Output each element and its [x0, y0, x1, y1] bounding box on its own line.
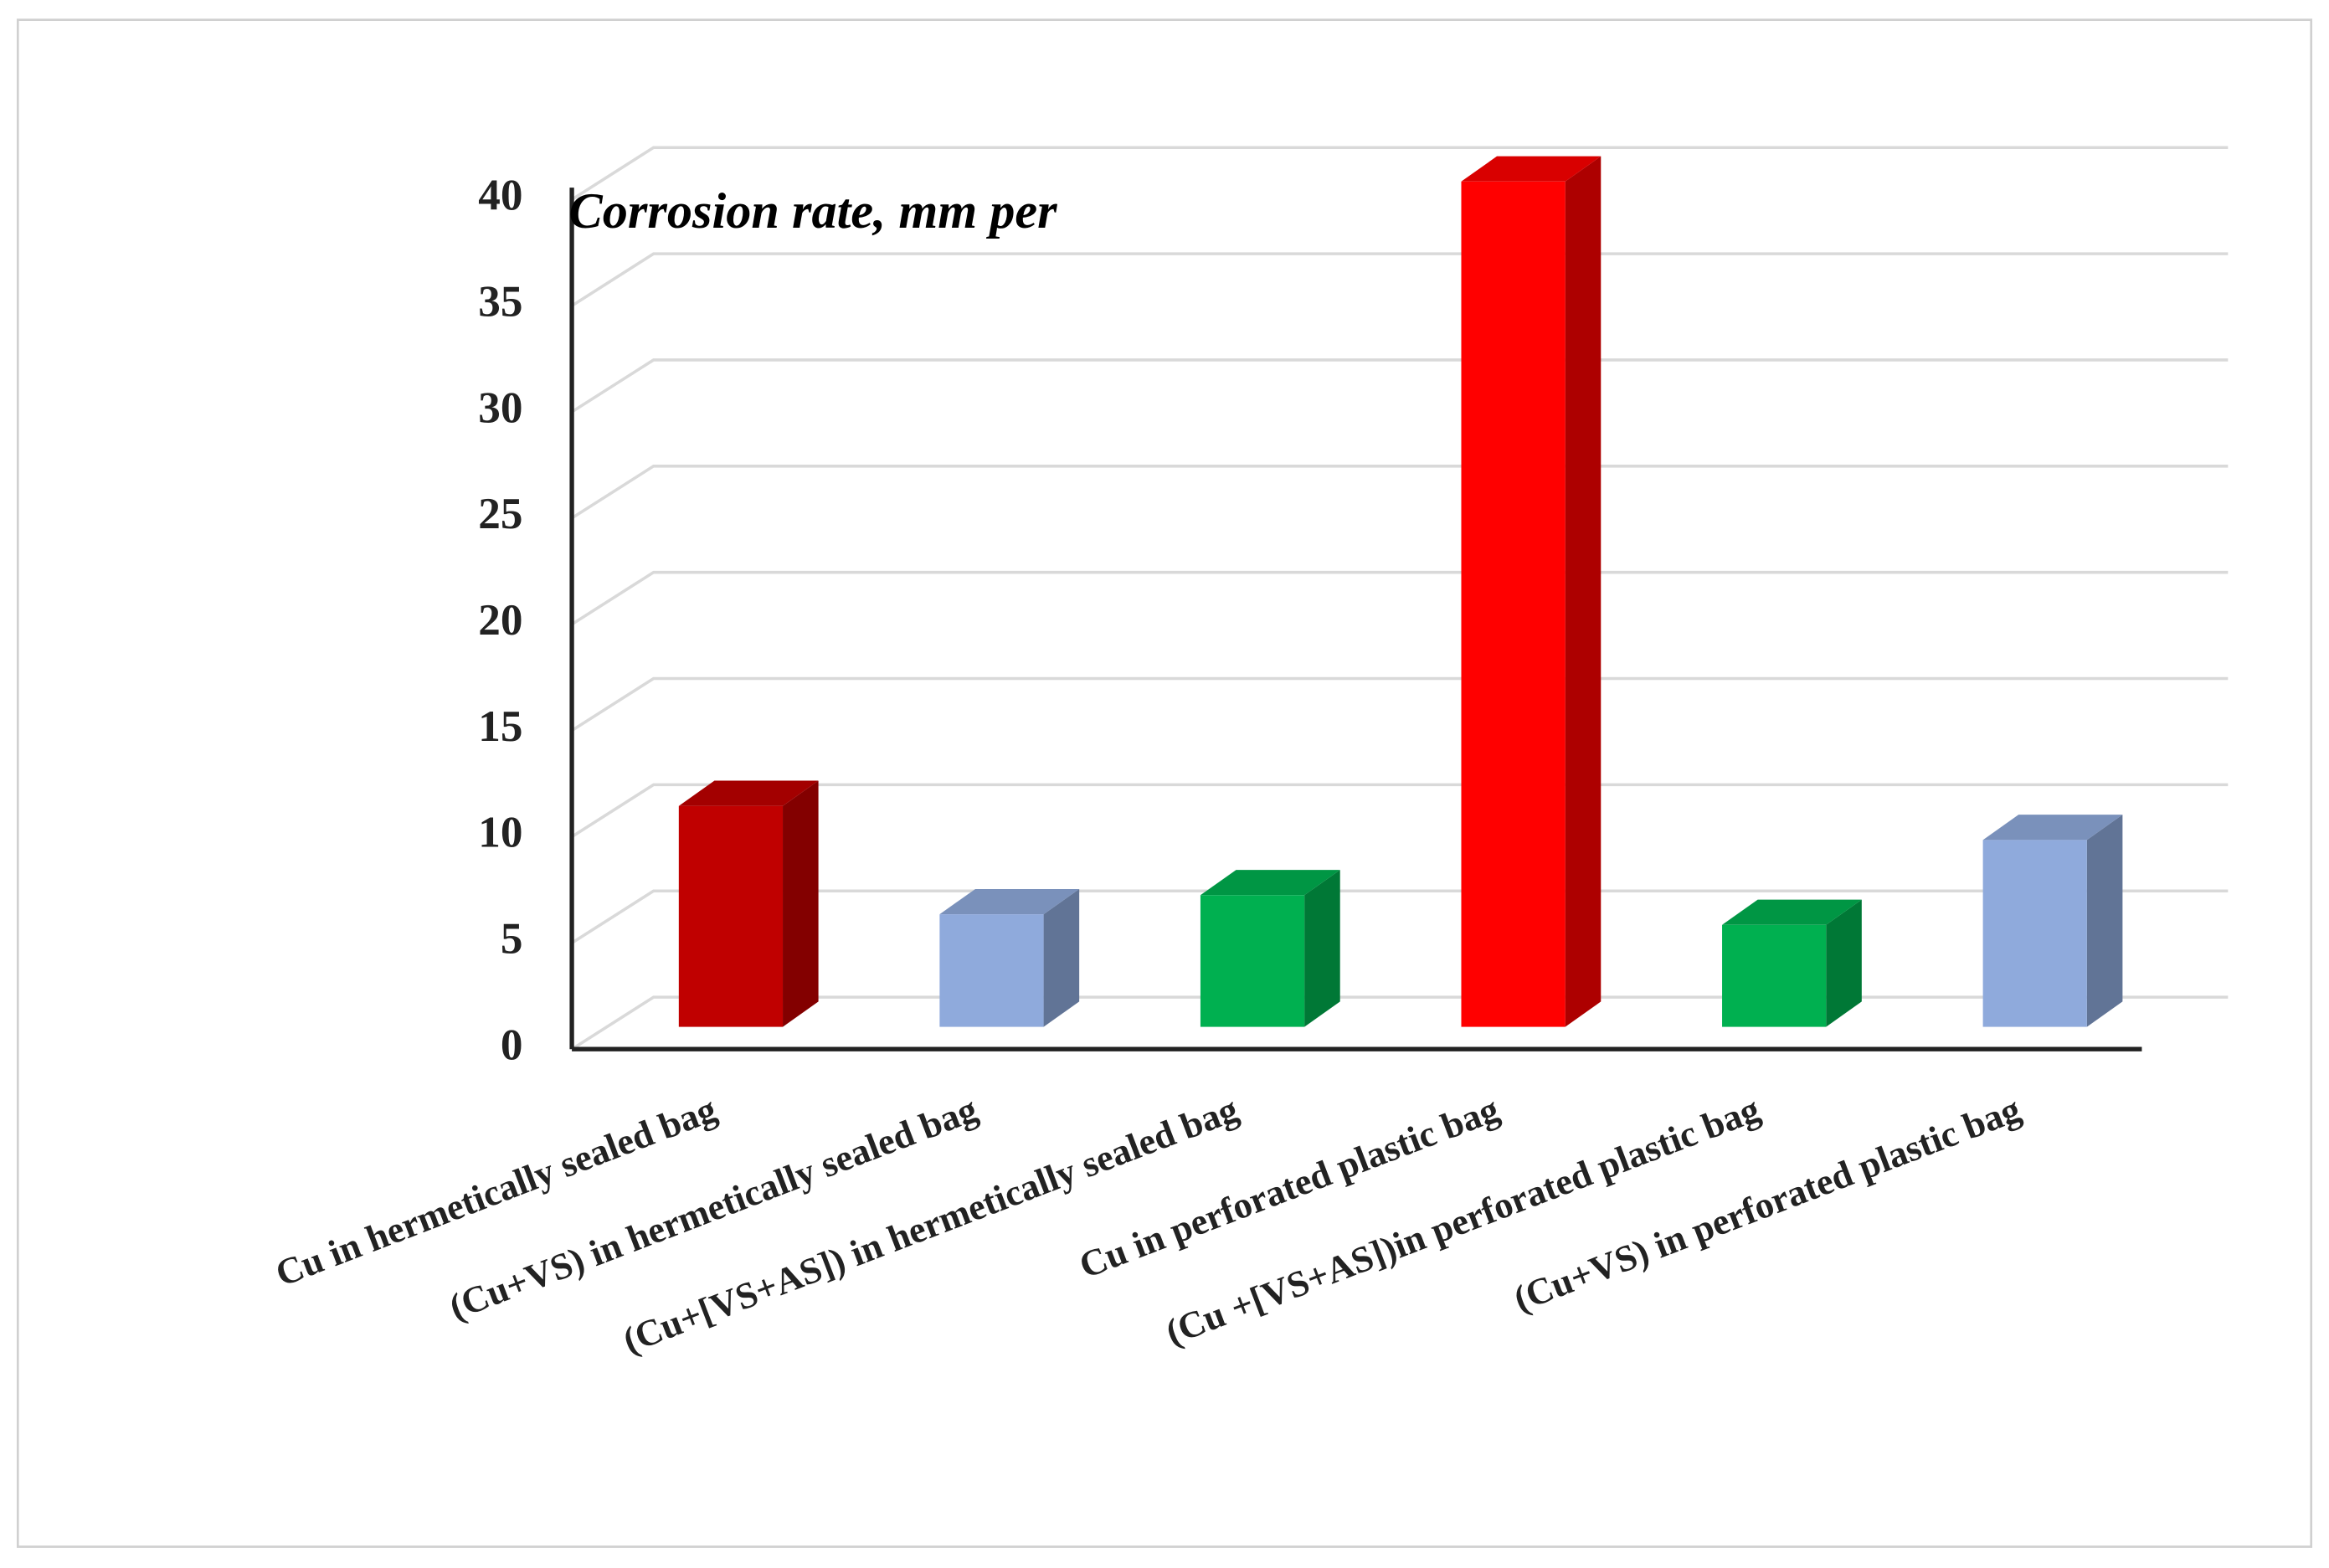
- grid-line: [571, 570, 2229, 626]
- y-tick-label: 30: [478, 383, 522, 432]
- y-tick-label: 15: [478, 702, 522, 751]
- bar-top: [1722, 899, 1862, 925]
- y-tick-label: 35: [478, 276, 522, 326]
- grid-line: [571, 252, 2229, 307]
- y-tick-label: 0: [501, 1020, 523, 1069]
- bar: [939, 888, 1080, 1027]
- bar-side: [783, 780, 819, 1027]
- bar-side: [1826, 899, 1862, 1027]
- grid: [571, 146, 2229, 1051]
- y-tick-label: 20: [478, 595, 522, 645]
- chart-title: Corrosion rate, mm per: [569, 183, 1058, 239]
- grid-line: [571, 995, 2229, 1051]
- bar-top: [939, 888, 1080, 915]
- y-tick-label: 25: [478, 489, 522, 538]
- bar-top: [1200, 870, 1340, 896]
- bar-front: [1982, 840, 2087, 1027]
- bar-side: [1304, 870, 1340, 1027]
- bar: [1200, 870, 1340, 1027]
- bar: [1722, 899, 1862, 1027]
- y-tick-label: 40: [478, 171, 522, 220]
- bar-side: [1565, 156, 1602, 1027]
- grid-line: [571, 146, 2229, 201]
- grid-line: [571, 783, 2229, 838]
- bar-front: [1461, 181, 1566, 1027]
- bar-top: [678, 780, 819, 806]
- bar: [678, 780, 819, 1027]
- bar: [1461, 156, 1602, 1027]
- bar-top: [1982, 815, 2123, 841]
- bar: [1982, 815, 2123, 1027]
- grid-line: [571, 465, 2229, 520]
- grid-line: [571, 889, 2229, 944]
- grid-line: [571, 358, 2229, 414]
- bar-top: [1461, 156, 1602, 182]
- bar-front: [1722, 924, 1827, 1027]
- bar-front: [939, 914, 1044, 1027]
- bar-front: [1200, 895, 1305, 1027]
- bar-side: [2086, 815, 2123, 1027]
- bar-side: [1043, 888, 1080, 1027]
- y-tick-label: 10: [478, 808, 522, 857]
- grid-line: [571, 676, 2229, 733]
- bars: [678, 156, 2123, 1027]
- bar-front: [678, 805, 784, 1027]
- y-tick-label: 5: [501, 914, 523, 964]
